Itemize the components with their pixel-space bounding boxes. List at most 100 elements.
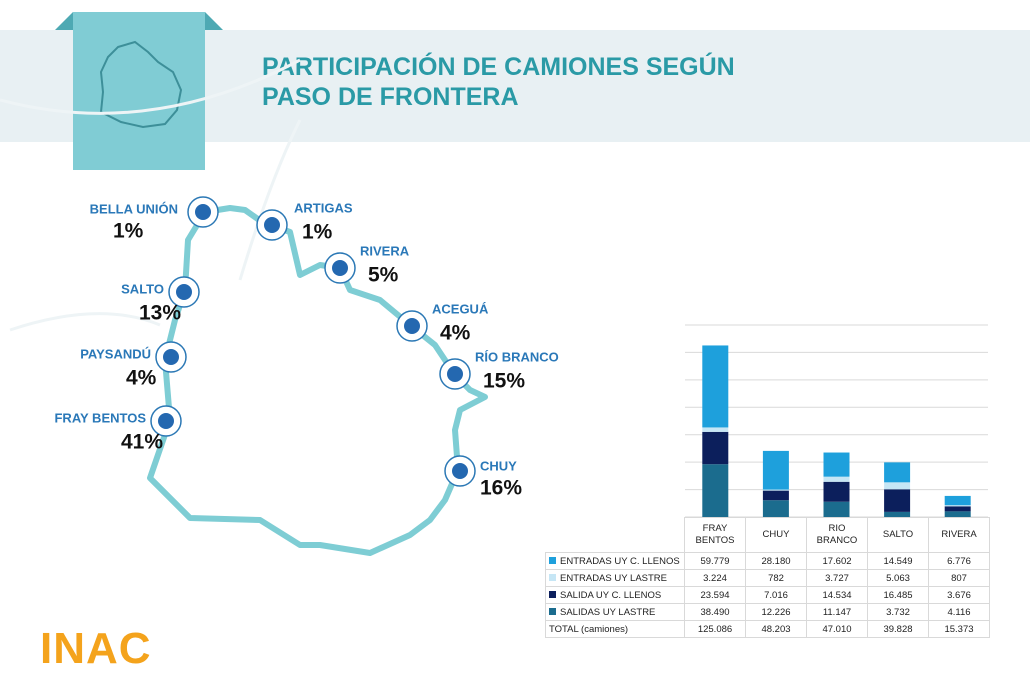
table-value: 807 (928, 569, 990, 587)
table-value: 11.147 (806, 603, 868, 621)
point-share: 4% (440, 322, 471, 345)
point (163, 349, 179, 365)
legend-swatch (549, 574, 556, 582)
table-value: 38.490 (684, 603, 746, 621)
data-table: FRAY BENTOS CHUY RIO BRANCO SALTO RIVERA ENTR… (545, 517, 990, 638)
bar-segment (944, 511, 971, 517)
bar-segment (823, 452, 850, 477)
bar-segment (702, 431, 729, 465)
bar-segment (944, 495, 971, 506)
point-share: 1% (113, 220, 144, 243)
table-row: ENTRADAS UY LASTRE 3.224 782 3.727 5.063 807 (545, 569, 990, 587)
bar-segment (944, 505, 971, 507)
background-line (0, 58, 302, 332)
table-row: SALIDA UY C. LLENOS 23.594 7.016 14.534 16.4… (545, 586, 990, 604)
point-name: CHUY (480, 458, 517, 473)
table-value: 4.116 (928, 603, 990, 621)
category-label: FRAY BENTOS (684, 517, 746, 553)
table-value: 12.226 (745, 603, 807, 621)
table-value: 14.534 (806, 586, 868, 604)
bar-segment (702, 427, 729, 432)
point-share: 13% (139, 302, 181, 325)
bar-segment (762, 489, 789, 491)
legend-label: ENTRADAS UY C. LLENOS (560, 555, 680, 567)
bar-segment (944, 506, 971, 512)
table-row: FRAY BENTOS CHUY RIO BRANCO SALTO RIVERA (546, 517, 990, 553)
table-value: 59.779 (684, 552, 746, 570)
title: PARTICIPACIÓN DE CAMIONES SEGÚN PASO DE … (262, 53, 735, 111)
legend-swatch (549, 591, 556, 599)
legend-label: SALIDAS UY LASTRE (560, 606, 656, 618)
table-value: 3.224 (684, 569, 746, 587)
legend-entry: ENTRADAS UY C. LLENOS (545, 552, 685, 570)
point (195, 204, 211, 220)
legend-label: ENTRADAS UY LASTRE (560, 572, 667, 584)
category-label: RIVERA (928, 517, 990, 553)
point-share: 1% (302, 221, 333, 244)
bar-segment (762, 500, 789, 517)
table-value: 23.594 (684, 586, 746, 604)
table-value: 7.016 (745, 586, 807, 604)
point (404, 318, 420, 334)
table-value: 16.485 (867, 586, 929, 604)
bar-segment (823, 481, 850, 502)
bar-segment (823, 501, 850, 517)
category-label: SALTO (867, 517, 929, 553)
legend-label: SALIDA UY C. LLENOS (560, 589, 662, 601)
point (264, 217, 280, 233)
total-value: 125.086 (684, 620, 746, 638)
bar-segment (884, 462, 911, 483)
bar-segment (884, 489, 911, 512)
chart: BELLA UNIÓN 1% ARTIGAS 1% RIVERA 5% ACEGUÁ 4% RÍ… (0, 58, 988, 556)
table-value: 28.180 (745, 552, 807, 570)
point-name: SALTO (121, 281, 164, 296)
bar-segment (762, 490, 789, 501)
country-icon (99, 40, 183, 129)
total-label: TOTAL (camiones) (545, 620, 685, 638)
point (452, 463, 468, 479)
bar-segment (884, 482, 911, 490)
table-corner (546, 518, 685, 553)
table-value: 3.727 (806, 569, 868, 587)
bar-segment (702, 464, 729, 517)
total-value: 47.010 (806, 620, 868, 638)
table-value: 5.063 (867, 569, 929, 587)
point-name: RIVERA (360, 243, 410, 258)
ribbon-fold (55, 12, 73, 30)
point (332, 260, 348, 276)
legend-swatch (549, 557, 556, 565)
table-value: 3.732 (867, 603, 929, 621)
logo: INAC (40, 624, 152, 673)
ribbon-fold (205, 12, 223, 30)
table-row: SALIDAS UY LASTRE 38.490 12.226 11.147 3.732… (545, 603, 990, 621)
total-value: 15.373 (928, 620, 990, 638)
point-share: 4% (126, 367, 157, 390)
table-value: 14.549 (867, 552, 929, 570)
legend-swatch (549, 608, 556, 616)
table-value: 6.776 (928, 552, 990, 570)
table-row: ENTRADAS UY C. LLENOS 59.779 28.180 17.602 1… (545, 552, 990, 570)
point-name: RÍO BRANCO (475, 349, 559, 364)
bar-segment (823, 476, 850, 482)
legend-entry: SALIDAS UY LASTRE (545, 603, 685, 621)
total-value: 48.203 (745, 620, 807, 638)
point-name: ACEGUÁ (432, 301, 489, 316)
point-name: PAYSANDÚ (80, 346, 151, 361)
category-label: RIO BRANCO (806, 517, 868, 553)
point-share: 41% (121, 431, 163, 454)
category-label: CHUY (745, 517, 807, 553)
bar-segment (702, 345, 729, 428)
bar-segment (762, 450, 789, 490)
total-value: 39.828 (867, 620, 929, 638)
table-value: 17.602 (806, 552, 868, 570)
point (176, 284, 192, 300)
table-value: 3.676 (928, 586, 990, 604)
point-name: FRAY BENTOS (54, 410, 146, 425)
bar-segment (884, 511, 911, 517)
legend-entry: ENTRADAS UY LASTRE (545, 569, 685, 587)
legend-entry: SALIDA UY C. LLENOS (545, 586, 685, 604)
point-share: 16% (480, 477, 522, 500)
point (158, 413, 174, 429)
point (447, 366, 463, 382)
point-share: 15% (483, 370, 525, 393)
